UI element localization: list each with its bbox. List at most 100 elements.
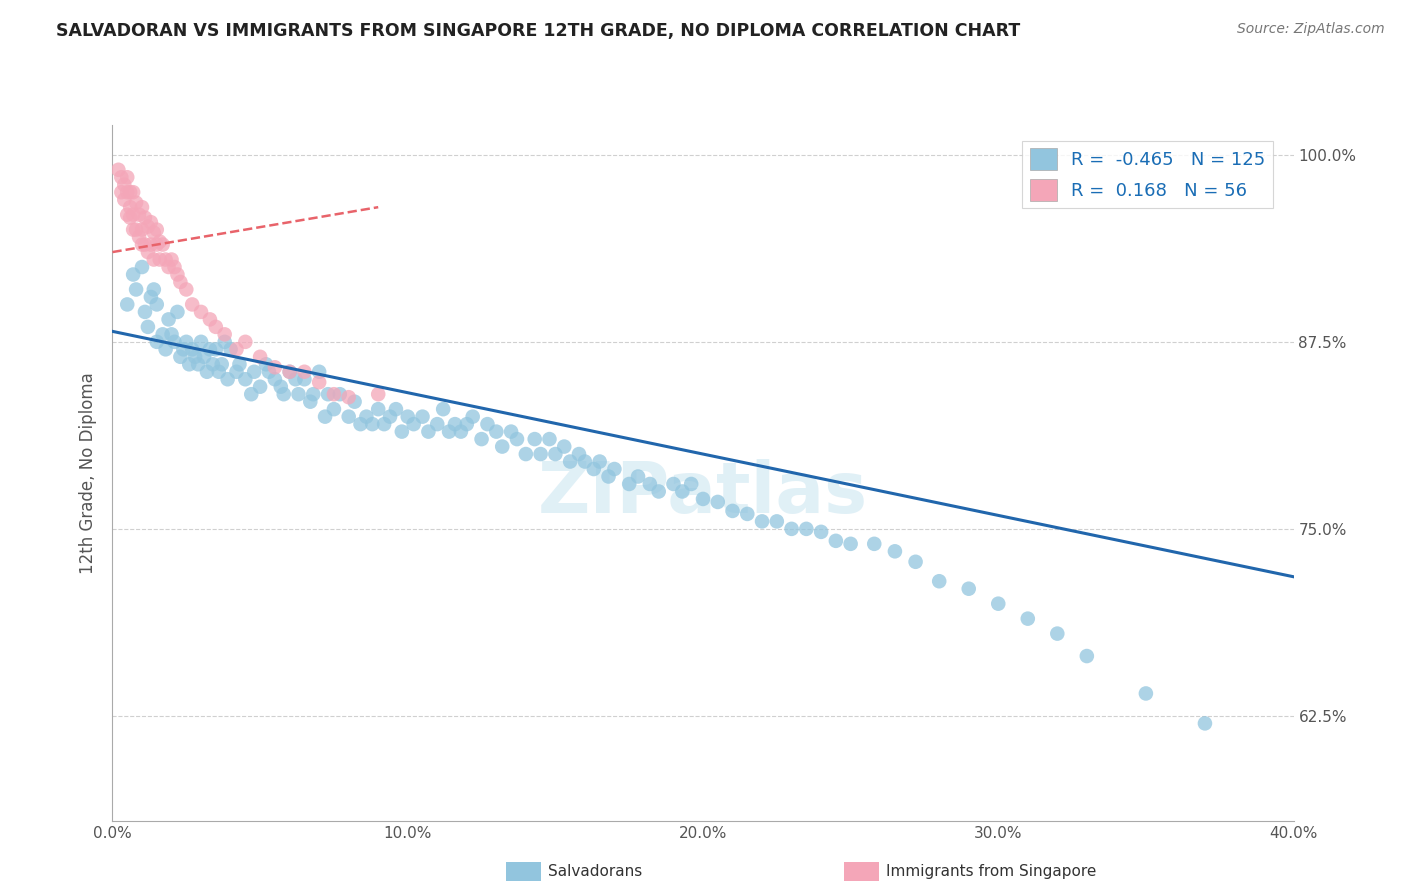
Point xyxy=(254,357,277,371)
Point xyxy=(131,260,153,274)
Point xyxy=(470,432,494,446)
Point xyxy=(214,327,236,342)
Point xyxy=(367,402,389,417)
Point xyxy=(904,555,927,569)
Point xyxy=(157,312,180,326)
Point xyxy=(112,178,135,192)
Point xyxy=(117,208,138,222)
Point xyxy=(139,290,162,304)
Point xyxy=(396,409,419,424)
Point xyxy=(461,409,484,424)
Point xyxy=(598,469,620,483)
Point xyxy=(174,334,197,349)
Point xyxy=(411,409,433,424)
Point xyxy=(706,495,728,509)
Point xyxy=(662,477,685,491)
Point xyxy=(134,237,156,252)
Point xyxy=(292,365,315,379)
Point xyxy=(201,357,224,371)
Point xyxy=(737,507,759,521)
Point xyxy=(136,245,159,260)
Point xyxy=(450,425,472,439)
Point xyxy=(131,200,153,214)
Point xyxy=(172,343,194,357)
Point xyxy=(356,409,378,424)
Point xyxy=(146,237,169,252)
Y-axis label: 12th Grade, No Diploma: 12th Grade, No Diploma xyxy=(79,372,97,574)
Point xyxy=(149,235,172,249)
Point xyxy=(292,372,315,386)
Point xyxy=(155,343,177,357)
Point xyxy=(538,432,561,446)
Point xyxy=(329,387,352,401)
Point xyxy=(139,215,162,229)
Text: Immigrants from Singapore: Immigrants from Singapore xyxy=(886,864,1097,879)
Point xyxy=(128,230,150,244)
Text: SALVADORAN VS IMMIGRANTS FROM SINGAPORE 12TH GRADE, NO DIPLOMA CORRELATION CHART: SALVADORAN VS IMMIGRANTS FROM SINGAPORE … xyxy=(56,22,1021,40)
Point xyxy=(349,417,371,431)
Point xyxy=(574,454,596,468)
Point xyxy=(278,365,301,379)
Point xyxy=(766,515,789,529)
Point xyxy=(485,425,508,439)
Point xyxy=(568,447,591,461)
Point xyxy=(515,447,537,461)
Point xyxy=(249,380,271,394)
Point xyxy=(299,394,322,409)
Point xyxy=(287,387,309,401)
Point xyxy=(152,237,174,252)
Point xyxy=(477,417,499,431)
Point xyxy=(544,447,567,461)
Point xyxy=(240,387,263,401)
Point xyxy=(160,252,183,267)
Point xyxy=(444,417,467,431)
Point xyxy=(270,380,292,394)
Point xyxy=(316,387,339,401)
Point xyxy=(780,522,803,536)
Point xyxy=(987,597,1010,611)
Point xyxy=(367,387,389,401)
Point xyxy=(157,260,180,274)
Point xyxy=(125,195,148,210)
Point xyxy=(208,365,231,379)
Point xyxy=(957,582,980,596)
Point xyxy=(1135,686,1157,700)
Point xyxy=(314,409,336,424)
Point xyxy=(152,327,174,342)
Point xyxy=(120,211,142,225)
Point xyxy=(122,268,145,282)
Point xyxy=(302,387,325,401)
Point xyxy=(179,357,201,371)
Point xyxy=(120,185,142,199)
Point xyxy=(190,305,212,319)
Point xyxy=(134,305,156,319)
Point xyxy=(437,425,460,439)
Text: Salvadorans: Salvadorans xyxy=(548,864,643,879)
Point xyxy=(721,504,744,518)
Point xyxy=(166,268,188,282)
Point xyxy=(107,162,129,177)
Point xyxy=(211,357,233,371)
Point xyxy=(146,222,169,236)
Point xyxy=(142,252,165,267)
Point xyxy=(588,454,610,468)
Point xyxy=(146,297,169,311)
Point xyxy=(233,334,256,349)
Point xyxy=(136,319,159,334)
Point xyxy=(149,252,172,267)
Point xyxy=(128,208,150,222)
Point xyxy=(181,343,204,357)
Point xyxy=(402,417,425,431)
Point xyxy=(166,305,188,319)
Point xyxy=(337,390,360,404)
Point xyxy=(205,343,228,357)
Point xyxy=(110,170,132,185)
Point xyxy=(426,417,449,431)
Point xyxy=(264,360,287,375)
Point xyxy=(671,484,693,499)
Point xyxy=(110,185,132,199)
Point xyxy=(146,334,169,349)
Point xyxy=(155,252,177,267)
Point xyxy=(681,477,703,491)
Point xyxy=(122,185,145,199)
